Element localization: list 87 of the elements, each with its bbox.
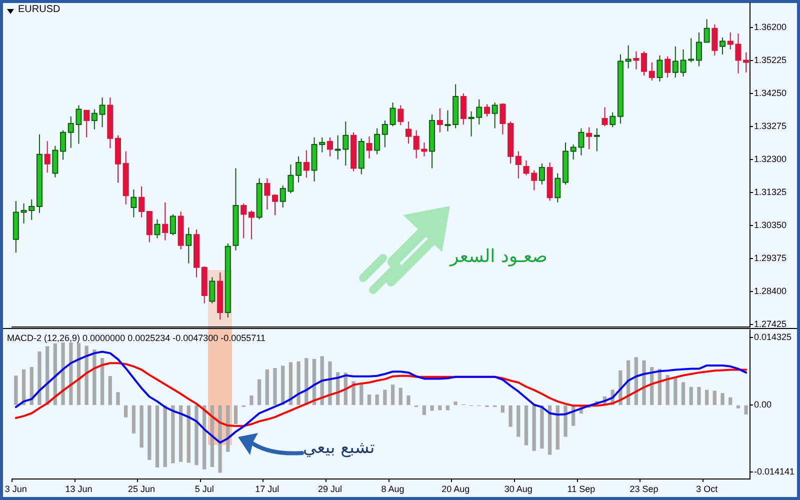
x-tick-label: 3 Oct [696,484,718,494]
x-tick-label: 23 Sep [630,484,658,494]
bar [250,395,254,406]
y-tick-label: 1.29375 [754,252,787,263]
bar [704,390,709,406]
bar [108,376,112,406]
bar [681,382,686,406]
bar [163,405,167,468]
x-tick-label: 5 Jul [194,484,214,494]
bar [61,342,65,406]
x-tick-label: 17 Jul [255,484,280,494]
bar [446,405,450,410]
bar [148,405,152,460]
bar [140,405,144,448]
bar [556,405,560,450]
y-tick-label: 1.31325 [754,186,787,197]
y-tick-label: 0.00 [754,400,772,410]
bar [454,402,458,406]
bar [524,405,528,446]
y-tick-label: 1.35225 [754,54,787,65]
y-tick-label: 1.27425 [754,318,787,329]
bar [422,405,426,415]
y-tick-label: 1.28400 [754,286,787,296]
bar [674,377,678,406]
bar [352,381,356,406]
bar [132,405,136,434]
bar [540,405,544,449]
bar [92,350,96,406]
x-tick-label: 25 Jun [128,484,156,494]
chart-title: MACD-2 (12,26,9) 0.0000000 0.0025234 -0.0047300 -0.0055711 [7,332,266,344]
bar [532,405,536,451]
y-tick-label: 1.34250 [754,88,787,98]
bar [666,375,670,406]
x-tick-label: 3 Jun [4,484,27,494]
y-tick-label: 1.30350 [754,220,787,230]
bar [281,366,285,406]
bar [375,394,379,406]
bar [728,397,732,406]
bar [390,384,395,406]
bar [744,405,748,415]
bar [720,393,724,406]
bar [257,379,262,406]
bar [398,388,402,406]
bar [406,395,410,406]
bar [194,405,198,466]
bar [38,351,42,406]
bar [712,390,716,406]
bar [689,386,693,406]
x-tick-label: 11 Sep [567,484,596,494]
chart-title: EURUSD [18,4,60,16]
bar [697,386,701,406]
bar [124,405,128,418]
x-tick-label: 29 Jul [318,484,342,494]
bar [500,405,505,413]
bar [736,405,740,408]
bar [171,405,175,464]
bar [178,405,183,462]
annotation: صعـود السعر [450,246,548,268]
y-tick-label: 1.36200 [754,22,787,32]
x-tick-label: 13 Jun [65,484,92,494]
y-tick-label: 1.33275 [754,120,787,131]
bar [438,405,442,410]
x-tick-label: 30 Aug [504,484,532,494]
bar [367,394,372,406]
y-tick-label: 1.32300 [754,154,787,164]
bar [508,405,512,427]
bar [273,368,277,406]
x-tick-label: 8 Aug [381,484,404,494]
bar [383,390,387,406]
bar [296,361,300,406]
bar [186,405,190,463]
bar [234,405,238,424]
bar [548,405,552,455]
bar [564,405,568,437]
x-tick-label: 20 Aug [442,484,470,494]
bar [265,369,269,406]
bar [155,405,160,468]
bar [218,405,222,473]
bar [288,362,293,406]
bar [116,392,120,406]
bar [430,405,434,411]
bar [14,376,18,406]
y-tick-label: -0.014141 [754,466,795,477]
bar [516,405,520,437]
y-tick-label: 0.014325 [754,332,792,342]
bar [100,358,104,406]
annotation: تشبع بيعي [303,437,375,459]
